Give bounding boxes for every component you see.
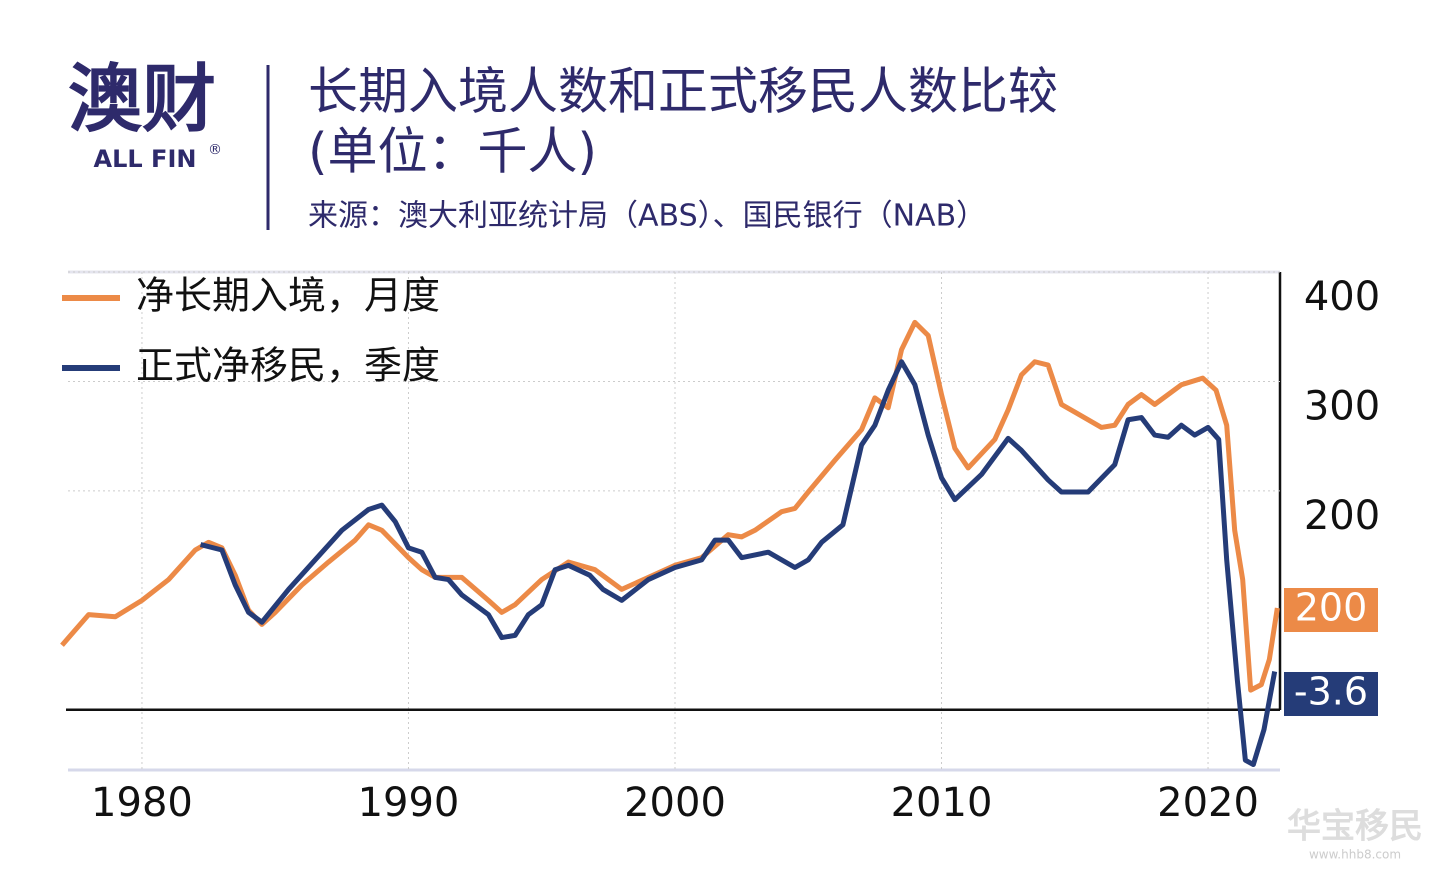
legend-label: 正式净移民，季度: [136, 344, 440, 388]
x-tick-label: 2010: [891, 780, 993, 826]
legend-label: 净长期入境，月度: [136, 274, 440, 318]
title: (单位：千人): [308, 123, 597, 181]
x-tick-label: 2020: [1157, 780, 1259, 826]
x-tick-label: 2000: [624, 780, 726, 826]
title: 长期入境人数和正式移民人数比较: [308, 63, 1058, 121]
end-label: 200: [1295, 586, 1368, 630]
end-label-box: [1284, 672, 1378, 716]
watermark-url: www.hhb8.com: [1309, 848, 1401, 862]
x-tick-label: 1990: [358, 780, 460, 826]
end-label-box: [1284, 588, 1378, 632]
x-tick-label: 1980: [91, 780, 193, 826]
y-tick-label: 300: [1304, 383, 1380, 429]
watermark: 华宝移民: [1287, 807, 1423, 847]
end-label: -3.6: [1294, 670, 1368, 714]
logo-sub: ALL FIN: [94, 145, 197, 173]
y-tick-label: 400: [1304, 274, 1380, 320]
y-tick-label: 200: [1304, 493, 1380, 539]
source: 来源：澳大利亚统计局（ABS）、国民银行（NAB）: [308, 199, 986, 234]
logo-mark: ®: [208, 142, 222, 158]
series-line: [199, 359, 1278, 768]
logo: 澳财: [68, 57, 216, 143]
series-line: [60, 319, 1280, 693]
